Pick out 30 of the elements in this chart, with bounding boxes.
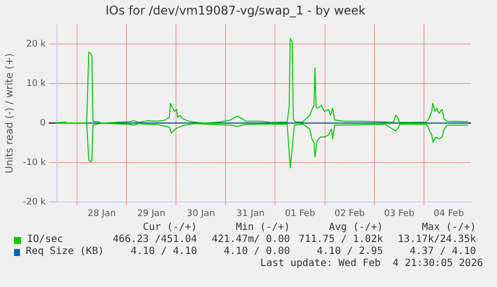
y-tick-label: -20 k: [22, 198, 47, 208]
x-tick-label: 29 Jan: [137, 208, 166, 219]
text: 466.23 /451.04: [112, 234, 197, 246]
x-tick-label: 04 Feb: [434, 208, 464, 219]
text: Avg (-/+): [328, 222, 383, 234]
x-tick-label: 30 Jan: [186, 208, 215, 219]
text: 4.37 / 4.10: [408, 246, 476, 258]
y-tick-label: 20 k: [26, 40, 47, 50]
text: 4.10 / 0.00: [222, 246, 290, 258]
legend-label: Req Size (KB): [26, 246, 104, 258]
text: 4.10 / 2.95: [316, 246, 383, 258]
x-tick-label: 02 Feb: [334, 208, 366, 219]
text: Cur (-/+): [142, 222, 197, 234]
text: Max (-/+): [420, 222, 476, 234]
y-tick-label: -10 k: [22, 158, 47, 168]
legend-label: IO/sec: [27, 234, 64, 246]
x-tick-label: 03 Feb: [384, 208, 415, 219]
text: Last update: Wed Feb 4 21:30:05 2026: [259, 258, 483, 270]
text: 421.47m/ 0.00: [210, 234, 290, 246]
x-tick-label: 01 Feb: [284, 208, 316, 219]
x-tick-label: 28 Jan: [88, 208, 116, 219]
text: Min (-/+): [234, 222, 290, 234]
text: 13.17k/24.35k: [396, 234, 476, 246]
chart-title: IOs for /dev/vm19087-vg/swap_1 - by week: [106, 3, 366, 18]
x-tick-label: 31 Jan: [236, 208, 265, 219]
text: 711.75 / 1.02k: [298, 234, 383, 246]
y-tick-label: 0: [40, 118, 46, 129]
y-axis-title: Units read (-) / write (+): [4, 53, 16, 174]
y-tick-label: 10 k: [26, 79, 47, 90]
text: 4.10 / 4.10: [130, 246, 197, 258]
